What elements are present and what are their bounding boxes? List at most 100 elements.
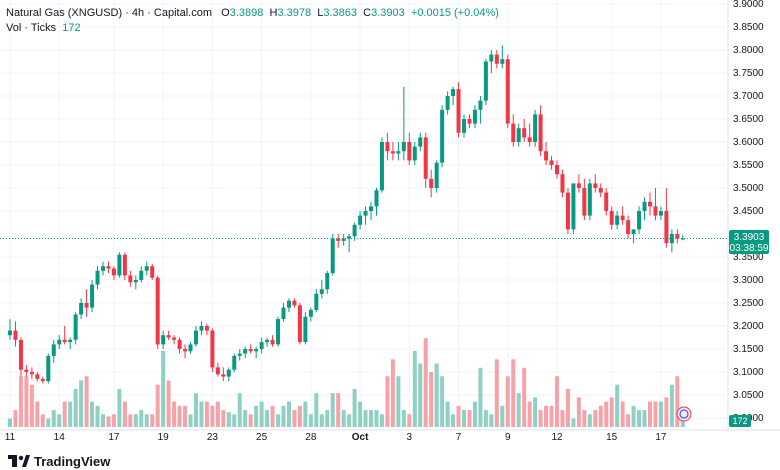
volume-bar bbox=[494, 359, 499, 427]
volume-bar bbox=[243, 410, 248, 427]
candle-body bbox=[352, 224, 357, 237]
candle-body bbox=[314, 293, 319, 310]
volume-bar bbox=[150, 414, 155, 427]
candle-body bbox=[511, 123, 516, 142]
volume-bar bbox=[35, 401, 40, 427]
legend-symbol-row[interactable]: Natural Gas (XNGUSD) · 4h · Capital.com … bbox=[6, 6, 499, 21]
candle-body bbox=[434, 162, 439, 188]
candle-body bbox=[347, 236, 352, 239]
candle-body bbox=[626, 220, 631, 234]
volume-bar bbox=[188, 414, 193, 427]
volume-bar bbox=[90, 401, 95, 427]
candle-body bbox=[363, 211, 368, 216]
volume-bar bbox=[440, 376, 445, 427]
volume-bar bbox=[133, 414, 138, 427]
volume-bar bbox=[111, 414, 116, 427]
candle-body bbox=[538, 114, 543, 152]
volume-bar bbox=[500, 405, 505, 427]
volume-bar bbox=[549, 405, 554, 427]
candle-body bbox=[483, 61, 488, 101]
candle-body bbox=[418, 137, 423, 147]
candle-body bbox=[664, 211, 669, 244]
volume-bar bbox=[505, 376, 510, 427]
volume-bar bbox=[259, 401, 264, 427]
candle-body bbox=[308, 309, 313, 317]
candle-body bbox=[560, 174, 565, 193]
price-axis[interactable]: 3.9000 3.8500 3.8000 3.7500 3.7000 3.6500 3.60… bbox=[733, 0, 764, 424]
volume-bar bbox=[314, 393, 319, 427]
volume-bar bbox=[527, 401, 532, 427]
time-tick-label: 3 bbox=[407, 432, 413, 443]
legend-volume-row[interactable]: Vol · Ticks 172 bbox=[6, 21, 499, 36]
volume-bar bbox=[18, 376, 23, 427]
live-indicator-icon[interactable] bbox=[676, 406, 692, 422]
tradingview-logo[interactable]: TradingView bbox=[8, 452, 110, 470]
candle-body bbox=[467, 119, 472, 124]
volume-bar bbox=[587, 414, 592, 427]
candle-body bbox=[29, 372, 34, 375]
candle-body bbox=[478, 100, 483, 110]
candle-body bbox=[423, 137, 428, 179]
candle-body bbox=[440, 109, 445, 163]
candle-body bbox=[117, 254, 122, 276]
time-tick-label: 12 bbox=[551, 432, 563, 443]
candle-body bbox=[489, 54, 494, 62]
price-tick-label: 3.7000 bbox=[733, 91, 764, 102]
candle-body bbox=[401, 142, 406, 152]
volume-bar bbox=[117, 388, 122, 427]
legend-high: 3.3978 bbox=[277, 7, 312, 19]
candle-body bbox=[8, 330, 12, 336]
tradingview-logo-icon bbox=[8, 455, 30, 467]
volume-bar bbox=[609, 397, 614, 427]
volume-bar bbox=[330, 393, 335, 427]
price-tick-label: 3.3500 bbox=[733, 252, 764, 263]
bar-countdown: 03:38:59 bbox=[730, 243, 769, 254]
volume-bar bbox=[226, 412, 231, 427]
volume-bar bbox=[210, 405, 215, 427]
candle-body bbox=[199, 326, 204, 331]
volume-bar bbox=[40, 414, 45, 427]
candle-body bbox=[379, 142, 384, 191]
time-tick-label: 15 bbox=[606, 432, 618, 443]
volume-bar bbox=[560, 410, 565, 427]
candle-body bbox=[144, 266, 149, 271]
candle-body bbox=[150, 266, 155, 278]
volume-bar bbox=[544, 405, 549, 427]
volume-bar bbox=[254, 405, 259, 427]
volume-bar bbox=[193, 393, 198, 427]
volume-bar bbox=[565, 388, 570, 427]
volume-bar bbox=[593, 410, 598, 427]
candle-body bbox=[358, 215, 363, 225]
candle-body bbox=[259, 342, 264, 349]
volume-bar bbox=[281, 405, 286, 427]
candle-body bbox=[620, 215, 625, 221]
legend-close: 3.3903 bbox=[371, 7, 405, 19]
volume-bar bbox=[615, 384, 620, 427]
price-tick-label: 3.1000 bbox=[733, 367, 764, 378]
volume-bar bbox=[24, 376, 29, 427]
candle-body bbox=[210, 330, 215, 368]
candle-body bbox=[374, 190, 379, 207]
volume-bar bbox=[57, 414, 62, 427]
candle-body bbox=[653, 206, 658, 216]
legend-change: +0.0015 (+0.04%) bbox=[410, 7, 499, 19]
volume-bar bbox=[319, 414, 324, 427]
volume-badge-value: 172 bbox=[732, 416, 747, 426]
volume-bar bbox=[352, 388, 357, 427]
candle-body bbox=[341, 238, 346, 241]
volume-bar bbox=[8, 418, 12, 427]
candle-body bbox=[445, 96, 450, 110]
price-tick-label: 3.6000 bbox=[733, 137, 764, 148]
volume-bar bbox=[462, 410, 467, 427]
time-tick-label: 17 bbox=[655, 432, 667, 443]
candle-body bbox=[46, 355, 51, 382]
candle-body bbox=[166, 335, 171, 338]
candle-body bbox=[544, 151, 549, 161]
volume-bar bbox=[100, 414, 105, 427]
volume-bar bbox=[183, 405, 188, 427]
time-axis[interactable]: 11 14 17 19 23 25 28 Oct 3 7 9 12 15 17 bbox=[5, 432, 667, 443]
candle-body bbox=[527, 137, 532, 142]
candle-body bbox=[412, 146, 417, 161]
candle-body bbox=[265, 339, 270, 343]
